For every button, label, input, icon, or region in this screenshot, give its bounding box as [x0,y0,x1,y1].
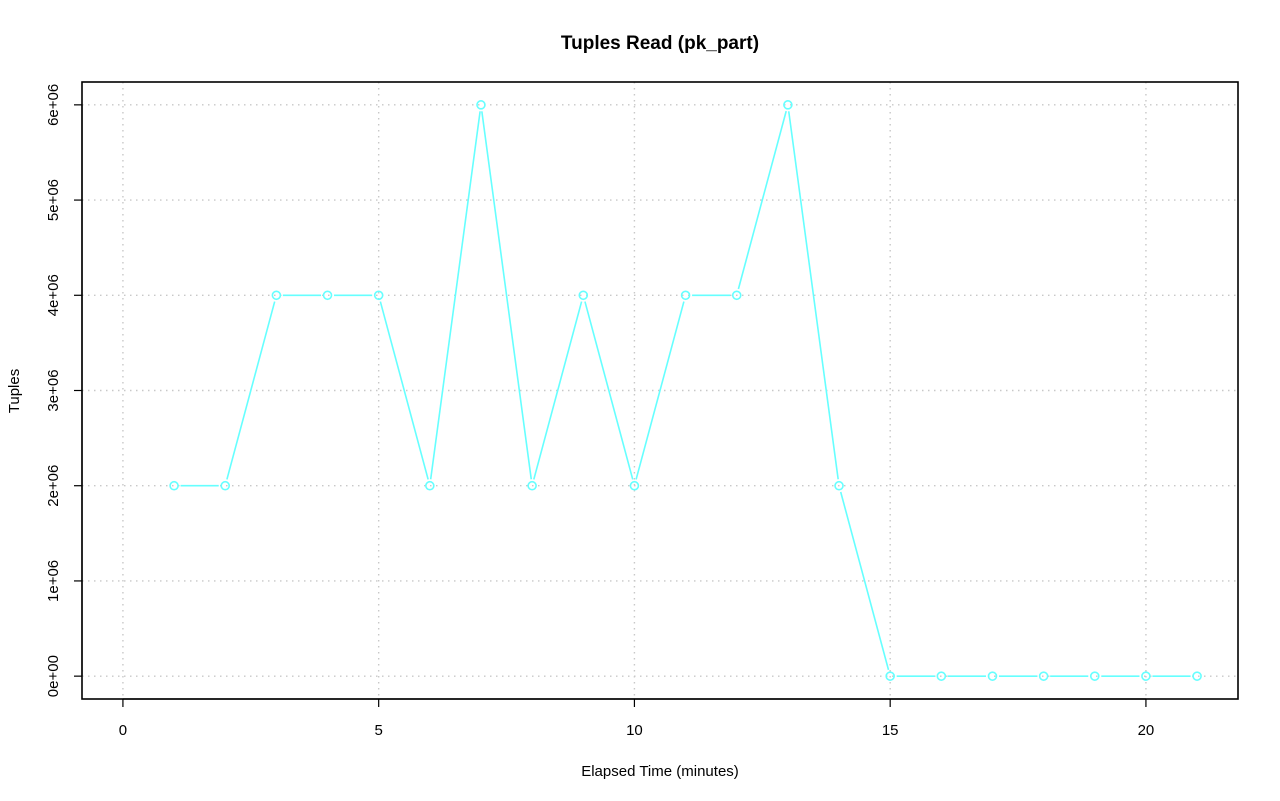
data-point [425,480,435,491]
data-point [885,671,895,681]
data-point [1141,671,1151,681]
data-point [629,480,640,491]
x-tick-label: 5 [375,722,383,739]
series-line-segment [787,111,839,480]
x-tick-label: 10 [626,722,643,739]
axes: 0 5 10 15 20 0e+00 1e+06 2e+06 3e+06 4e+06 5e+06 6e… [45,84,1154,739]
data-point [834,480,844,491]
data-point [220,480,231,491]
y-tick-label: 4e+06 [45,274,62,316]
y-tick-label: 3e+06 [45,369,62,411]
data-point [1192,671,1202,681]
x-tick-label: 0 [119,722,127,739]
series-line-segment [737,110,787,290]
data-point [783,100,793,110]
y-axis-label: Tuples [6,369,23,413]
series-line-segment [429,111,481,480]
series-line-segment [839,491,890,671]
y-tick-label: 0e+00 [45,655,62,697]
data-point [936,671,947,681]
x-axis-label: Elapsed Time (minutes) [581,763,739,780]
grid [82,82,1238,699]
data-point [169,480,179,491]
y-tick-label: 6e+06 [45,84,62,126]
data-point [731,290,742,301]
data-point [987,671,998,681]
series-line-segment [533,301,583,480]
data-point [373,290,384,301]
chart-title: Tuples Read (pk_part) [561,33,759,54]
data-point [527,480,537,491]
data-point [680,290,691,301]
x-tick-label: 15 [882,722,899,739]
y-tick-label: 1e+06 [45,560,62,602]
data-point [1038,671,1049,681]
x-tick-label: 20 [1138,722,1155,739]
series-layer [169,100,1202,681]
y-tick-label: 5e+06 [45,179,62,221]
series-line-segment [379,301,429,480]
series-line-segment [635,301,685,480]
data-point [476,100,486,110]
series-line-segment [481,111,533,480]
series-line-segment [584,301,634,480]
series-line-segment [226,301,276,480]
data-point [578,290,589,301]
data-point [322,290,333,301]
data-point [271,290,282,301]
y-tick-label: 2e+06 [45,465,62,507]
data-point [1089,671,1100,681]
